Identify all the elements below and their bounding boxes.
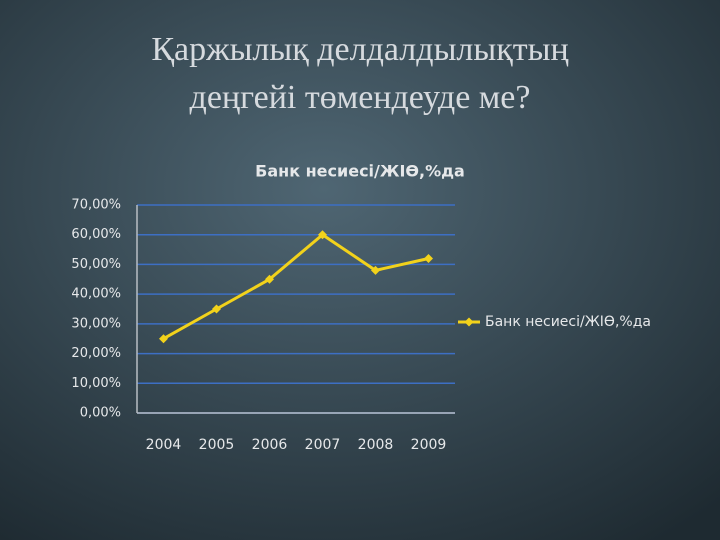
x-tick-label: 2009: [411, 437, 447, 453]
x-tick-label: 2008: [358, 437, 394, 453]
y-tick-label: 50,00%: [71, 257, 121, 272]
x-tick-label: 2007: [305, 437, 341, 453]
series-line: [162, 232, 429, 341]
slide-title: Қаржылық делдалдылықтың: [151, 31, 568, 68]
legend-label: Банк несиесі/ЖІӨ,%да: [485, 314, 651, 330]
point-marker: [424, 253, 433, 263]
point-marker: [159, 334, 168, 344]
point-marker: [212, 304, 221, 314]
x-tick-label: 2006: [252, 437, 288, 453]
x-tick-label: 2005: [199, 437, 235, 453]
y-tick-label: 60,00%: [71, 227, 121, 242]
point-marker: [318, 230, 327, 240]
y-tick-label: 0,00%: [80, 406, 121, 421]
y-tick-label: 30,00%: [71, 316, 121, 331]
y-tick-label: 10,00%: [71, 376, 121, 391]
x-tick-label: 2004: [146, 437, 182, 453]
point-marker: [265, 274, 274, 284]
point-marker: [371, 265, 380, 275]
y-tick-label: 20,00%: [71, 346, 121, 361]
chart-title: Банк несиесі/ЖІӨ,%да: [255, 162, 465, 181]
slide-title: деңгейі төмендеуде ме?: [190, 79, 531, 116]
legend-marker: [464, 317, 474, 327]
y-tick-label: 40,00%: [71, 287, 121, 302]
y-tick-label: 70,00%: [71, 198, 121, 213]
